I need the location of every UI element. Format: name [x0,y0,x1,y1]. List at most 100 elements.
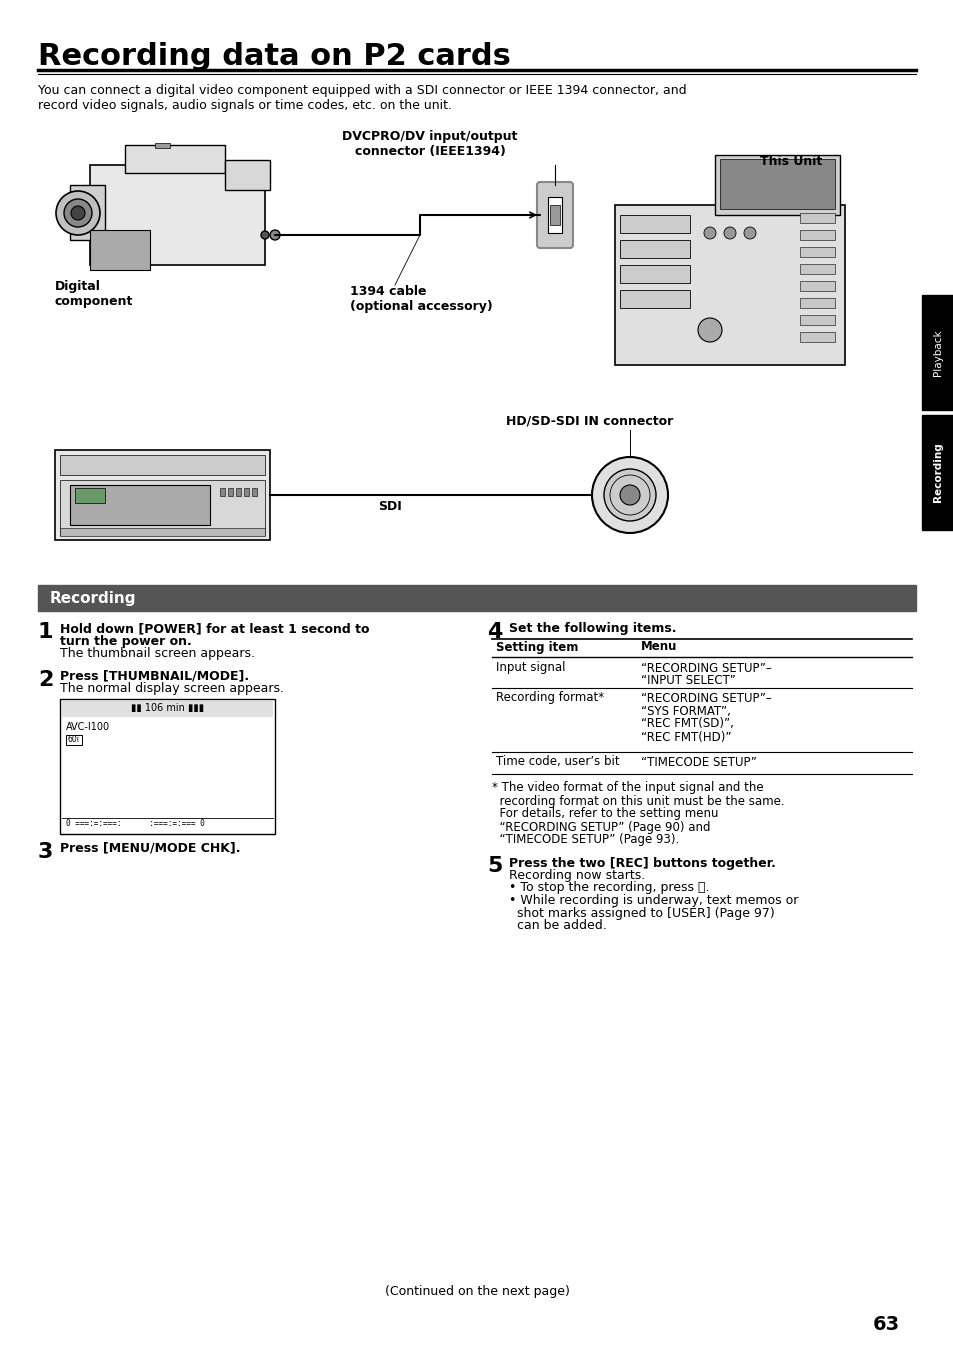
Text: “REC FMT(SD)”,: “REC FMT(SD)”, [640,718,733,731]
Text: Press [MENU/MODE CHK].: Press [MENU/MODE CHK]. [60,841,240,854]
Bar [714,154,840,215]
Circle shape [603,468,656,521]
Text: Recording format*: Recording format* [496,692,603,704]
Text: turn the power on.: turn the power on. [60,635,192,647]
Bar [619,215,689,233]
Text: 1394 cable
(optional accessory): 1394 cable (optional accessory) [350,284,493,313]
Text: 5: 5 [486,857,502,876]
Bar [220,487,225,496]
Bar [800,264,834,274]
Circle shape [261,232,269,240]
Bar [55,450,270,540]
Text: “INPUT SELECT”: “INPUT SELECT” [640,674,735,688]
Text: “REC FMT(HD)”: “REC FMT(HD)” [640,731,731,743]
Text: 63: 63 [872,1315,899,1334]
Circle shape [619,485,639,505]
Bar [75,487,105,502]
Circle shape [698,318,721,343]
Bar [921,295,953,410]
Bar [90,165,265,265]
Bar [800,282,834,291]
Text: Time code, user’s bit: Time code, user’s bit [496,756,619,769]
Bar [70,485,210,525]
Bar [619,290,689,307]
Text: Recording: Recording [50,590,136,605]
Text: The normal display screen appears.: The normal display screen appears. [60,682,284,695]
Text: Input signal: Input signal [496,662,565,674]
Text: • To stop the recording, press ⓥ.: • To stop the recording, press ⓥ. [509,881,709,895]
Text: DVCPRO/DV input/output
connector (IEEE1394): DVCPRO/DV input/output connector (IEEE13… [342,130,517,158]
Bar [60,455,265,475]
Bar [800,230,834,240]
Circle shape [270,230,280,240]
Text: Hold down [POWER] for at least 1 second to: Hold down [POWER] for at least 1 second … [60,621,369,635]
Text: recording format on this unit must be the same.: recording format on this unit must be th… [492,795,783,807]
Text: “TIMECODE SETUP”: “TIMECODE SETUP” [640,756,756,769]
Bar [921,414,953,529]
Bar [235,487,241,496]
Bar [60,528,265,536]
Text: “TIMECODE SETUP” (Page 93).: “TIMECODE SETUP” (Page 93). [492,834,679,846]
Bar [125,145,225,173]
Text: ▮▮ 106 min ▮▮▮: ▮▮ 106 min ▮▮▮ [131,703,204,712]
Text: 4: 4 [486,621,502,642]
Bar [244,487,249,496]
Text: This Unit: This Unit [760,154,821,168]
Text: Setting item: Setting item [496,640,578,654]
Text: For details, refer to the setting menu: For details, refer to the setting menu [492,807,718,821]
Text: • While recording is underway, text memos or: • While recording is underway, text memo… [509,894,798,907]
Bar [90,230,150,269]
Text: 3: 3 [38,841,53,861]
Bar [800,246,834,257]
Text: “RECORDING SETUP” (Page 90) and: “RECORDING SETUP” (Page 90) and [492,821,710,834]
Text: 1: 1 [38,621,53,642]
Text: Playback: Playback [932,329,942,376]
Bar [60,699,274,834]
Text: You can connect a digital video component equipped with a SDI connector or IEEE : You can connect a digital video componen… [38,84,686,112]
Text: AVC-I100: AVC-I100 [66,723,110,733]
Bar [550,204,559,225]
Text: Press [THUMBNAIL/MODE].: Press [THUMBNAIL/MODE]. [60,669,249,682]
Text: 60i: 60i [68,735,80,745]
Text: * The video format of the input signal and the: * The video format of the input signal a… [492,781,762,795]
Text: shot marks assigned to [USER] (Page 97): shot marks assigned to [USER] (Page 97) [509,906,774,919]
Bar [252,487,256,496]
Text: 0 ===:=:===:      :===:=:=== 0: 0 ===:=:===: :===:=:=== 0 [66,819,205,829]
Text: Digital
component: Digital component [55,280,133,307]
Bar [66,734,82,745]
Text: can be added.: can be added. [509,919,606,932]
Bar [62,700,273,716]
Bar [154,144,170,148]
Text: “RECORDING SETUP”–: “RECORDING SETUP”– [640,662,771,674]
Text: “RECORDING SETUP”–: “RECORDING SETUP”– [640,692,771,704]
Circle shape [56,191,100,236]
Text: 2: 2 [38,669,53,689]
Text: Menu: Menu [640,640,677,654]
Bar [70,185,105,240]
Bar [547,196,561,233]
Circle shape [703,227,716,240]
Circle shape [71,206,85,219]
Bar [800,332,834,343]
Text: Press the two [REC] buttons together.: Press the two [REC] buttons together. [509,857,775,869]
Bar [800,315,834,325]
Circle shape [64,199,91,227]
Bar [225,160,270,190]
Bar [60,481,265,535]
Bar [619,265,689,283]
Circle shape [743,227,755,240]
Text: “SYS FORMAT”,: “SYS FORMAT”, [640,704,730,718]
Bar [619,240,689,259]
Text: Set the following items.: Set the following items. [509,621,676,635]
Bar [228,487,233,496]
Bar [615,204,844,366]
Text: (Continued on the next page): (Continued on the next page) [384,1285,569,1298]
Text: The thumbnail screen appears.: The thumbnail screen appears. [60,647,254,659]
Bar [800,298,834,307]
Bar [720,158,834,209]
Bar [38,585,915,611]
Circle shape [592,458,667,533]
Text: SDI: SDI [377,500,401,513]
Text: Recording data on P2 cards: Recording data on P2 cards [38,42,511,70]
Bar [800,213,834,223]
